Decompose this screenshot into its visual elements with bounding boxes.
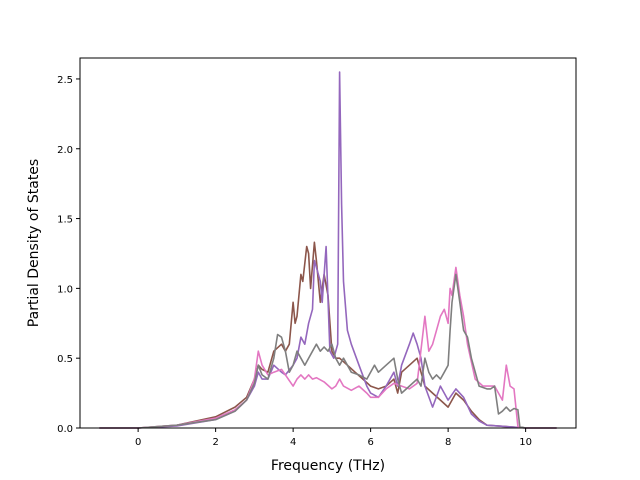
pdos-series-3-line bbox=[99, 266, 557, 429]
x-tick-label: 0 bbox=[135, 437, 141, 448]
y-axis-title: Partial Density of States bbox=[26, 159, 42, 327]
y-tick-label: 1.5 bbox=[57, 215, 73, 226]
x-axis-ticks: 0 2 4 6 8 10 bbox=[135, 428, 532, 448]
x-tick-label: 2 bbox=[212, 437, 218, 448]
y-tick-label: 0.5 bbox=[57, 354, 73, 365]
series-lines bbox=[99, 71, 557, 429]
y-tick-label: 2.5 bbox=[57, 75, 73, 86]
y-tick-label: 1.0 bbox=[57, 284, 73, 295]
x-tick-label: 4 bbox=[290, 437, 296, 448]
x-tick-label: 6 bbox=[367, 437, 373, 448]
plot-frame bbox=[79, 57, 577, 429]
y-tick-label: 0.0 bbox=[57, 424, 73, 435]
y-tick-label: 2.0 bbox=[57, 145, 73, 156]
x-tick-label: 8 bbox=[445, 437, 451, 448]
y-axis-ticks: 0.0 0.5 1.0 1.5 2.0 2.5 bbox=[57, 75, 80, 435]
x-tick-label: 10 bbox=[519, 437, 532, 448]
x-axis-title: Frequency (THz) bbox=[271, 458, 385, 474]
pdos-series-4-line bbox=[99, 273, 557, 429]
